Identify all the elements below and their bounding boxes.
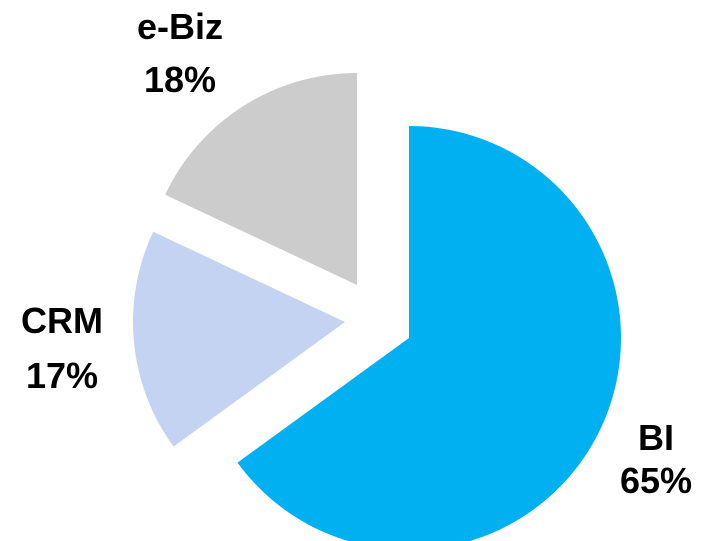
slice-value-e-biz: 18% xyxy=(144,59,216,100)
pie-slice-e-biz xyxy=(165,73,357,285)
slice-value-crm: 17% xyxy=(26,355,98,396)
slice-label-bi: BI xyxy=(638,417,674,458)
slice-label-e-biz: e-Biz xyxy=(137,6,223,47)
slice-label-crm: CRM xyxy=(21,300,103,341)
pie-slice-crm xyxy=(133,231,345,447)
pie-slice-bi xyxy=(237,126,621,541)
pie-slices xyxy=(133,73,621,541)
slice-value-bi: 65% xyxy=(620,460,692,501)
